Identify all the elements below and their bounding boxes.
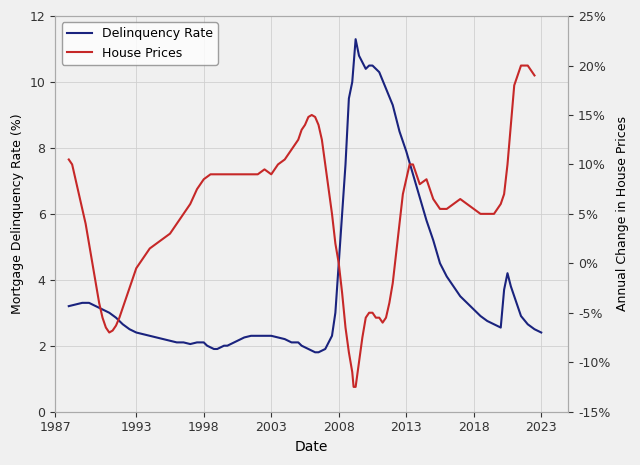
Delinquency Rate — [146, 333, 154, 339]
Delinquency Rate — [193, 339, 201, 345]
Delinquency Rate — [352, 36, 360, 42]
House Prices — [186, 201, 194, 207]
Delinquency Rate — [65, 303, 72, 309]
Line: Delinquency Rate: Delinquency Rate — [68, 39, 541, 352]
Delinquency Rate — [376, 69, 383, 75]
House Prices — [497, 201, 504, 207]
House Prices — [75, 191, 83, 197]
Y-axis label: Mortgage Delinquency Rate (%): Mortgage Delinquency Rate (%) — [11, 113, 24, 314]
Delinquency Rate — [538, 330, 545, 335]
House Prices — [311, 114, 319, 120]
House Prices — [531, 73, 538, 78]
Line: House Prices: House Prices — [68, 66, 534, 387]
House Prices — [65, 157, 72, 162]
Y-axis label: Annual Change in House Prices: Annual Change in House Prices — [616, 116, 629, 312]
House Prices — [349, 384, 357, 390]
Legend: Delinquency Rate, House Prices: Delinquency Rate, House Prices — [61, 22, 218, 65]
Delinquency Rate — [308, 348, 316, 353]
House Prices — [517, 63, 525, 68]
Delinquency Rate — [166, 338, 174, 344]
Delinquency Rate — [436, 260, 444, 266]
House Prices — [514, 73, 522, 78]
X-axis label: Date: Date — [295, 440, 328, 454]
Delinquency Rate — [311, 350, 319, 355]
House Prices — [159, 236, 167, 241]
